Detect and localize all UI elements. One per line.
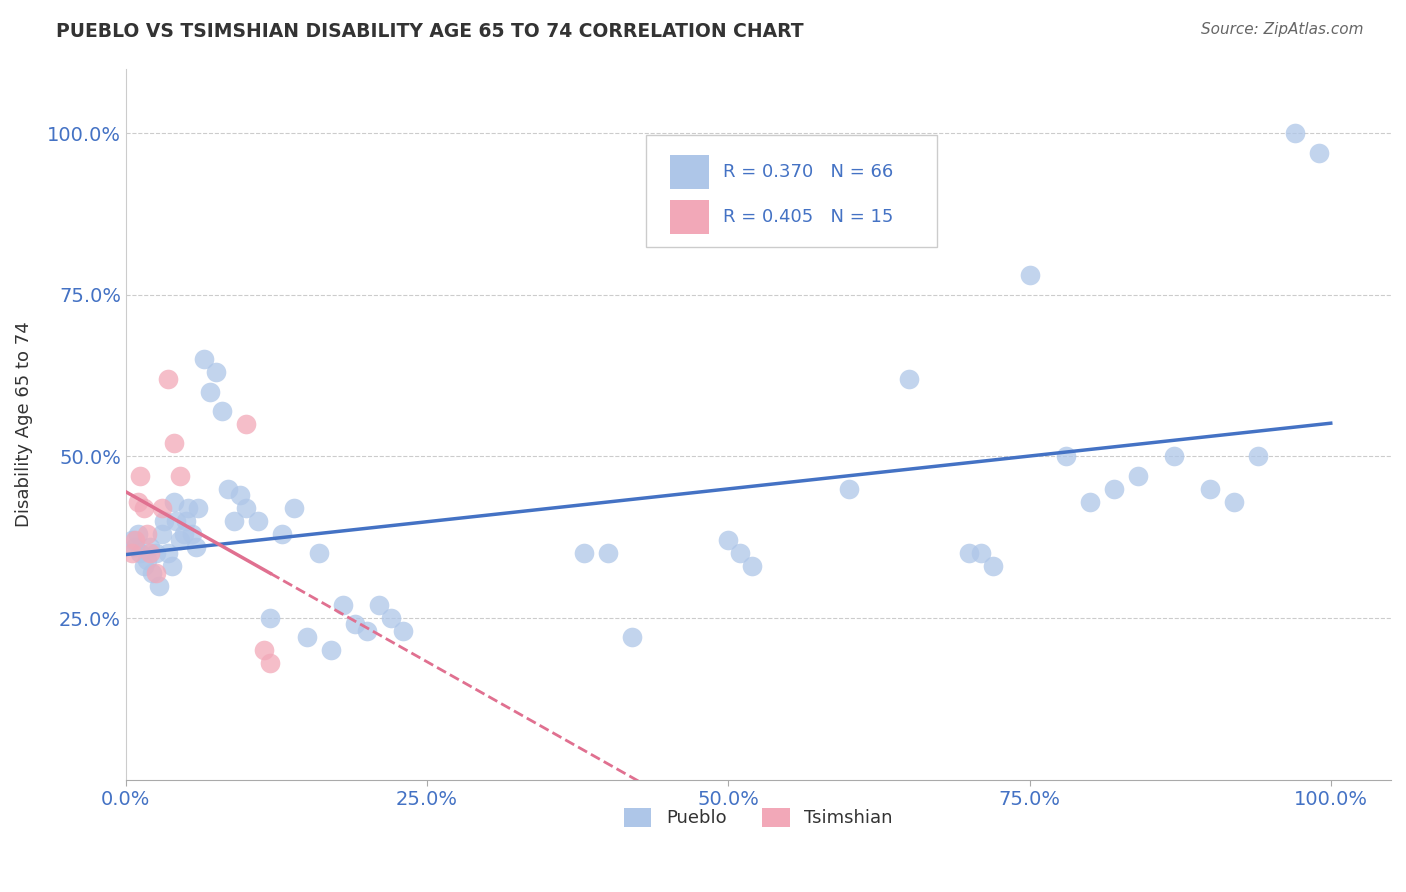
Point bbox=[332, 598, 354, 612]
Point bbox=[235, 417, 257, 431]
Point bbox=[392, 624, 415, 638]
Point bbox=[165, 514, 187, 528]
Point bbox=[141, 566, 163, 580]
Point bbox=[620, 631, 643, 645]
Point bbox=[1126, 468, 1149, 483]
Point bbox=[898, 372, 921, 386]
Point bbox=[160, 559, 183, 574]
Point bbox=[181, 527, 204, 541]
Point bbox=[163, 436, 186, 450]
Point bbox=[283, 501, 305, 516]
Point bbox=[1284, 126, 1306, 140]
Text: R = 0.405   N = 15: R = 0.405 N = 15 bbox=[724, 208, 894, 226]
Point bbox=[198, 384, 221, 399]
Point bbox=[295, 631, 318, 645]
Point bbox=[1199, 482, 1222, 496]
Point bbox=[970, 546, 993, 560]
Point bbox=[572, 546, 595, 560]
Point bbox=[124, 533, 146, 548]
Point bbox=[150, 527, 173, 541]
Point bbox=[1308, 145, 1330, 160]
Point bbox=[121, 533, 143, 548]
Point bbox=[129, 468, 152, 483]
Point bbox=[124, 540, 146, 554]
Point bbox=[319, 643, 342, 657]
Point bbox=[150, 501, 173, 516]
Point bbox=[730, 546, 752, 560]
Text: Source: ZipAtlas.com: Source: ZipAtlas.com bbox=[1201, 22, 1364, 37]
Point bbox=[174, 514, 197, 528]
Y-axis label: Disability Age 65 to 74: Disability Age 65 to 74 bbox=[15, 321, 32, 527]
Point bbox=[247, 514, 270, 528]
Point bbox=[156, 372, 179, 386]
Point bbox=[153, 514, 176, 528]
Point bbox=[271, 527, 294, 541]
Point bbox=[139, 546, 162, 560]
Point bbox=[156, 546, 179, 560]
Point bbox=[121, 546, 143, 560]
Point bbox=[163, 494, 186, 508]
Point bbox=[193, 352, 215, 367]
Point bbox=[235, 501, 257, 516]
Point bbox=[1102, 482, 1125, 496]
Point bbox=[127, 527, 149, 541]
Point bbox=[1223, 494, 1246, 508]
Point bbox=[838, 482, 860, 496]
Text: R = 0.370   N = 66: R = 0.370 N = 66 bbox=[724, 163, 894, 181]
Point bbox=[983, 559, 1005, 574]
Point bbox=[308, 546, 330, 560]
Point bbox=[139, 540, 162, 554]
Point bbox=[187, 501, 209, 516]
Point bbox=[211, 404, 233, 418]
Point bbox=[205, 365, 228, 379]
Point bbox=[145, 546, 167, 560]
Point bbox=[343, 617, 366, 632]
Point bbox=[177, 501, 200, 516]
Legend: Pueblo, Tsimshian: Pueblo, Tsimshian bbox=[617, 801, 900, 835]
Point bbox=[136, 553, 159, 567]
Point bbox=[1247, 450, 1270, 464]
Point bbox=[132, 501, 155, 516]
Point bbox=[741, 559, 763, 574]
Point bbox=[253, 643, 276, 657]
Point bbox=[367, 598, 389, 612]
Point bbox=[957, 546, 980, 560]
Point bbox=[224, 514, 246, 528]
Point bbox=[1018, 268, 1040, 283]
Point bbox=[717, 533, 740, 548]
Point bbox=[136, 527, 159, 541]
Point bbox=[129, 546, 152, 560]
Point bbox=[217, 482, 239, 496]
Point bbox=[1054, 450, 1077, 464]
Point bbox=[145, 566, 167, 580]
Point bbox=[173, 527, 195, 541]
Point bbox=[380, 611, 402, 625]
Point bbox=[127, 494, 149, 508]
Point bbox=[259, 611, 281, 625]
Point bbox=[596, 546, 619, 560]
Text: PUEBLO VS TSIMSHIAN DISABILITY AGE 65 TO 74 CORRELATION CHART: PUEBLO VS TSIMSHIAN DISABILITY AGE 65 TO… bbox=[56, 22, 804, 41]
Point bbox=[1163, 450, 1185, 464]
Point bbox=[356, 624, 378, 638]
Point bbox=[229, 488, 252, 502]
Point bbox=[1078, 494, 1101, 508]
Point bbox=[132, 559, 155, 574]
Point bbox=[184, 540, 207, 554]
Point bbox=[169, 468, 191, 483]
Point bbox=[148, 579, 170, 593]
Point bbox=[259, 657, 281, 671]
Point bbox=[169, 533, 191, 548]
